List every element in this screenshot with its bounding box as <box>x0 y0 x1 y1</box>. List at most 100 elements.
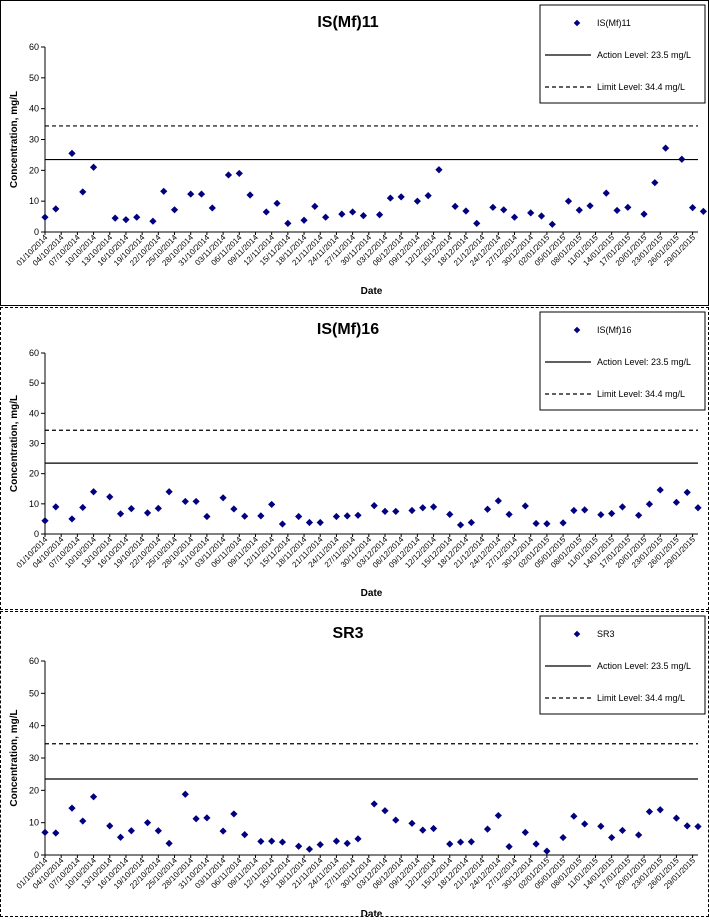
data-point <box>370 502 378 510</box>
data-point <box>446 840 454 848</box>
data-point <box>473 219 481 227</box>
data-point <box>343 512 351 520</box>
data-point <box>570 812 578 820</box>
data-point <box>672 498 681 506</box>
data-point <box>375 211 384 219</box>
data-point <box>462 207 470 215</box>
data-point <box>505 510 513 518</box>
data-point <box>52 205 60 213</box>
data-point <box>230 505 238 513</box>
data-point <box>41 517 49 525</box>
data-point <box>618 503 627 511</box>
data-point <box>624 203 632 211</box>
y-tick-label: 30 <box>29 753 39 763</box>
chart-title: IS(Mf)16 <box>317 321 379 338</box>
data-point <box>197 190 206 198</box>
data-point <box>597 511 605 519</box>
legend-entry-label: SR3 <box>597 629 615 639</box>
y-axis-label: Concentration, mg/L <box>9 395 20 492</box>
data-point <box>230 810 238 818</box>
y-tick-label: 10 <box>29 818 39 828</box>
y-tick-label: 20 <box>29 785 39 795</box>
data-point <box>392 816 400 824</box>
data-point <box>257 837 265 846</box>
data-point <box>456 838 465 846</box>
data-point <box>219 494 227 502</box>
data-point <box>618 826 627 835</box>
data-point <box>305 845 314 853</box>
y-tick-label: 20 <box>29 165 39 175</box>
data-point <box>570 506 578 515</box>
data-point <box>354 511 362 519</box>
data-point <box>343 839 351 847</box>
data-point <box>521 502 529 510</box>
data-point <box>505 842 513 851</box>
data-point <box>170 206 179 214</box>
data-point <box>41 213 49 221</box>
data-point <box>510 213 519 221</box>
data-point <box>305 518 314 527</box>
data-point <box>381 807 389 815</box>
data-point <box>656 806 664 814</box>
data-point <box>338 210 346 218</box>
legend-entry-label: IS(Mf)11 <box>597 18 631 28</box>
legend-marker-swatch <box>573 326 581 334</box>
data-point <box>370 800 378 808</box>
data-point <box>52 829 60 837</box>
data-point <box>219 827 227 835</box>
legend: IS(Mf)16 Action Level: 23.5 mg/L Limit Lev… <box>539 311 706 411</box>
y-tick-label: 30 <box>29 439 39 449</box>
data-point <box>543 520 551 528</box>
data-point <box>332 837 341 845</box>
data-point <box>613 206 621 215</box>
data-point <box>116 833 125 841</box>
legend-entry-label: Limit Level: 34.4 mg/L <box>597 82 685 92</box>
data-point <box>133 213 141 221</box>
data-point <box>316 841 324 849</box>
data-point <box>68 804 76 812</box>
data-point <box>651 179 659 187</box>
data-point <box>559 519 567 527</box>
legend-marker-swatch <box>573 19 581 27</box>
y-tick-label: 0 <box>34 529 39 539</box>
data-point <box>122 216 130 224</box>
y-axis-label: Concentration, mg/L <box>9 91 20 188</box>
data-point <box>332 512 341 521</box>
data-point <box>192 497 200 506</box>
data-point <box>602 189 610 197</box>
legend-entry-label: Limit Level: 34.4 mg/L <box>597 389 685 399</box>
data-point <box>165 488 173 496</box>
data-point <box>143 819 152 827</box>
data-point <box>548 220 556 228</box>
data-point <box>41 828 49 836</box>
data-point <box>106 493 114 501</box>
data-point <box>187 190 195 198</box>
data-point <box>543 847 551 855</box>
chart-is-mf-16: IS(Mf)16 0 10 20 30 40 50 60 Concentration, mg/L… <box>9 311 706 599</box>
data-point <box>89 793 98 801</box>
data-point <box>311 202 319 211</box>
data-point <box>106 822 114 830</box>
data-point <box>278 520 287 528</box>
data-point <box>322 213 330 221</box>
chart-panel-2: IS(Mf)16 0 10 20 30 40 50 60 Concentration, mg/L… <box>0 307 709 610</box>
data-point <box>79 817 87 825</box>
y-tick-label: 40 <box>29 408 39 418</box>
legend-entry-label: Action Level: 23.5 mg/L <box>597 661 691 671</box>
legend: IS(Mf)11 Action Level: 23.5 mg/L Limit Lev… <box>539 4 706 104</box>
chart-title: IS(Mf)11 <box>317 14 378 31</box>
data-point <box>235 169 243 178</box>
legend: SR3 Action Level: 23.5 mg/L Limit Level: 3… <box>539 615 706 715</box>
data-point <box>349 208 357 216</box>
data-point <box>68 515 76 523</box>
data-point <box>68 149 76 157</box>
data-point <box>467 518 475 527</box>
data-point <box>52 503 60 511</box>
data-point <box>284 219 292 227</box>
data-point <box>273 199 281 207</box>
data-point <box>564 197 573 205</box>
data-point <box>635 511 643 519</box>
data-point <box>359 212 368 220</box>
data-point <box>241 831 249 839</box>
data-point <box>203 512 211 521</box>
